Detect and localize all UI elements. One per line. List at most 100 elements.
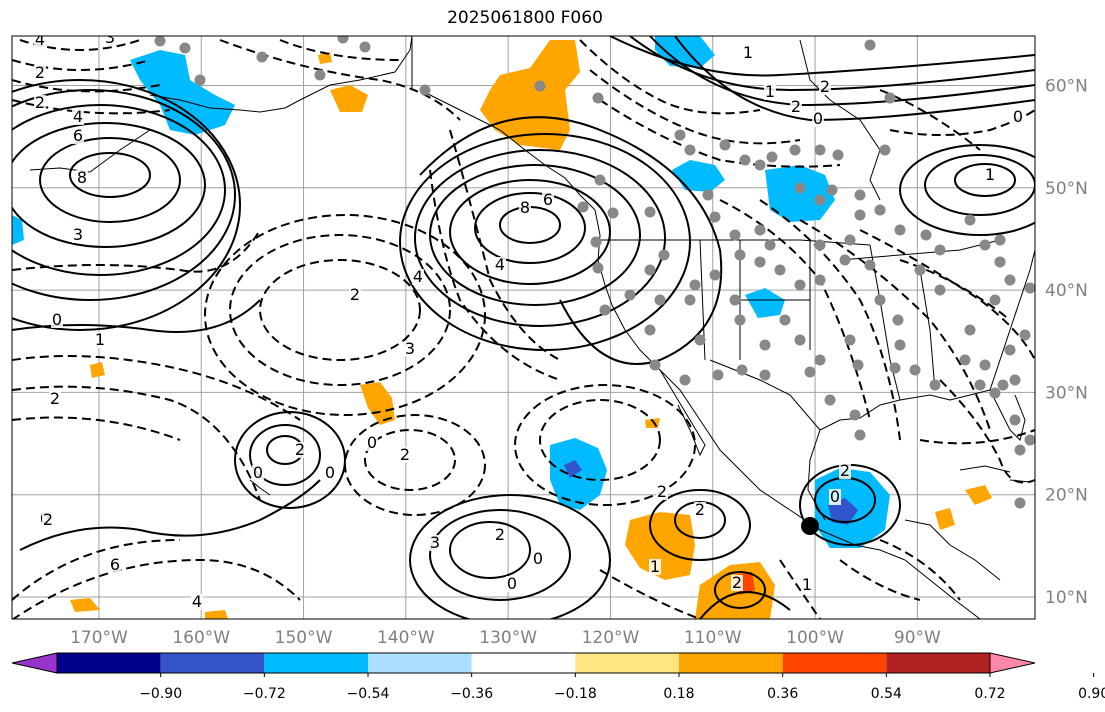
contour-label: 4 [413,267,423,286]
station-dot [759,339,771,351]
contour-labels: 4322468301208644232200026432002212120011… [34,28,1024,611]
shade-pos-caribbean-2 [935,508,955,530]
station-dot [779,314,791,326]
contour-label: 3 [105,28,115,47]
shade-pos-north-pacific-2 [318,52,332,64]
latitude-labels: 60°N 50°N 40°N 30°N 20°N 10°N [1045,77,1088,609]
colorbar-tick: −0.72 [243,686,286,702]
station-dot [814,354,826,366]
station-dot [979,359,991,371]
station-dots [154,36,1035,509]
station-dot [839,254,851,266]
station-dot [709,211,721,223]
lon-tick-label: 160°W [172,628,230,648]
station-dot [754,256,766,268]
station-dot [534,80,546,92]
station-dot [874,294,886,306]
station-dot [774,264,786,276]
contour-label: 0 [507,574,517,593]
station-dot [592,92,604,104]
station-dot [314,69,326,81]
station-dot [1014,444,1026,456]
station-dot [852,359,864,371]
station-dot [736,364,748,376]
colorbar-tick: 0.72 [974,686,1005,702]
station-dot [794,334,806,346]
contour-label: 3 [73,225,83,244]
contour-label: 2 [35,63,45,82]
contour-label: 2 [657,482,667,501]
lon-tick-label: 90°W [894,628,941,648]
station-dot [649,359,661,371]
contour-label: 6 [543,190,553,209]
colorbar-tick: 0.18 [663,686,694,702]
colorbar-tick: 0.36 [767,686,798,702]
station-dot [1019,329,1031,341]
station-dot [689,279,701,291]
station-dot [804,366,816,378]
station-dot [879,144,891,156]
station-dot [964,324,976,336]
contour-label: 1 [802,575,812,594]
shade-neg-alaska [130,50,235,135]
contour-label: 2 [695,500,705,519]
station-dot [577,201,589,213]
station-dot [1024,282,1035,294]
station-dot [854,209,866,221]
contour-label: 2 [732,573,742,592]
station-dot [179,42,191,54]
shade-pos-south-west [70,598,100,612]
station-dot [920,229,932,241]
station-dot [849,409,861,421]
contour-label: 0 [1013,107,1023,126]
station-dot [644,264,656,276]
colorbar-segment [782,653,887,673]
lat-tick-label: 30°N [1045,383,1088,403]
station-dot [734,314,746,326]
station-dot [754,224,766,236]
station-dot [989,387,1001,399]
station-dot [702,189,714,201]
shade-neg-canada-1 [672,160,725,192]
contour-label: 0 [367,433,377,452]
station-dot [729,229,741,241]
colorbar-segment [471,653,576,673]
lat-tick-label: 10°N [1045,588,1088,608]
contour-label: 0 [52,310,62,329]
lon-tick-label: 110°W [684,628,742,648]
black-dot-marker [801,517,819,535]
lon-tick-label: 100°W [786,628,844,648]
station-dot [337,36,349,44]
station-dot [1004,344,1016,356]
contour-label: 2 [295,440,305,459]
station-dot [814,274,826,286]
colorbar-tick: −0.90 [139,686,182,702]
contour-label: 0 [253,463,263,482]
colorbar-segment [264,653,368,673]
contour-label: 6 [73,126,83,145]
contour-label: 1 [765,82,775,101]
station-dot [894,224,906,236]
station-dot [789,144,801,156]
station-dot [854,429,866,441]
station-dot [154,36,166,47]
station-dot [826,184,838,196]
contour-label: 4 [192,592,202,611]
colorbar-segment [886,653,990,673]
station-dot [794,279,806,291]
station-dot [934,284,946,296]
contours-dashed [12,39,1035,619]
station-dot [832,149,844,161]
station-dot [712,369,724,381]
station-dot [419,84,431,96]
colorbar-segment [57,653,161,673]
station-dot [709,269,721,281]
colorbar-tick: 0.90 [1078,686,1105,702]
station-dot [684,144,696,156]
shade-pos-west [90,362,105,378]
shade-pos-caribbean-1 [965,485,992,505]
contour-label: 2 [495,525,505,544]
shade-pos-alaska-coast [480,40,580,150]
station-dot [594,174,606,186]
